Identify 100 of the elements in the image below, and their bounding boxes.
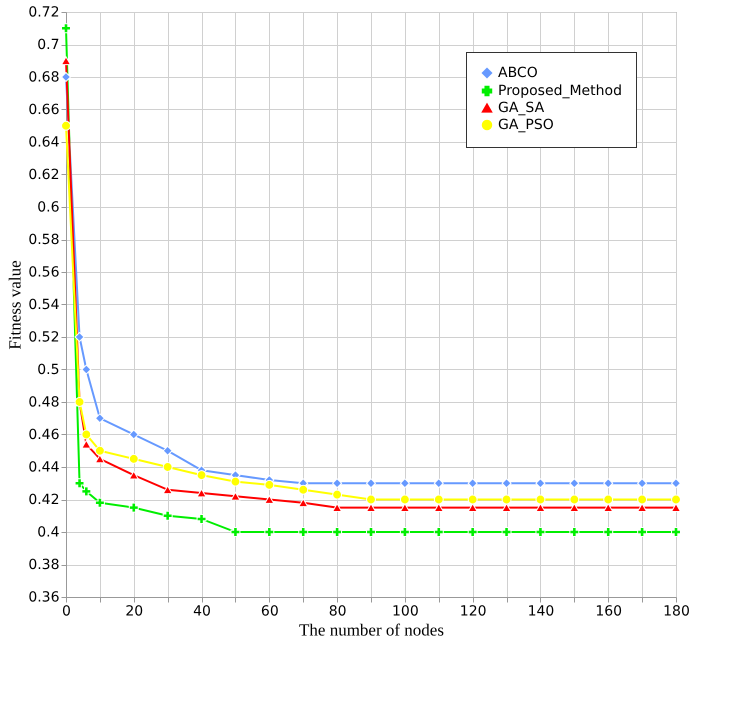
point	[128, 454, 139, 464]
point	[81, 364, 92, 374]
point	[61, 56, 71, 66]
point	[366, 478, 376, 488]
y-axis-title: Fitness value	[5, 260, 24, 350]
x-tick-label: 40	[193, 604, 211, 620]
x-tick-label: 140	[528, 604, 554, 620]
point	[468, 503, 478, 512]
point	[196, 514, 207, 524]
point	[230, 476, 240, 487]
point	[61, 72, 71, 82]
y-tick-label: 0.58	[28, 232, 60, 248]
point	[61, 23, 71, 34]
point	[74, 332, 85, 342]
point	[162, 485, 173, 494]
point	[366, 527, 376, 537]
point	[196, 488, 207, 498]
point	[298, 484, 308, 495]
x-tick-label: 180	[663, 604, 690, 620]
point	[366, 503, 376, 512]
point	[637, 478, 648, 488]
y-tick-label: 0.56	[28, 264, 60, 280]
point	[196, 470, 207, 480]
point	[400, 494, 410, 504]
point	[569, 527, 580, 537]
point	[400, 478, 410, 488]
y-tick-label: 0.68	[28, 70, 60, 86]
legend-label: GA_PSO	[498, 117, 554, 133]
point	[535, 527, 546, 537]
point	[332, 478, 342, 488]
y-tick-label: 0.36	[28, 590, 60, 606]
point	[61, 120, 71, 131]
y-tick-label: 0.5	[37, 362, 60, 378]
point	[128, 502, 139, 513]
point	[230, 492, 240, 501]
legend-label: GA_SA	[498, 100, 545, 116]
point	[298, 527, 308, 537]
point	[434, 494, 444, 504]
point	[94, 446, 105, 456]
point	[535, 503, 546, 512]
point	[637, 503, 648, 512]
point	[94, 498, 105, 508]
point	[502, 503, 512, 512]
point	[468, 527, 478, 537]
point	[434, 478, 444, 488]
x-tick-label: 20	[125, 604, 144, 620]
point	[332, 490, 342, 500]
point	[569, 494, 580, 504]
point	[535, 478, 546, 488]
point	[366, 494, 376, 504]
point	[671, 494, 681, 504]
legend-label: Proposed_Method	[498, 83, 622, 99]
point	[468, 478, 478, 488]
point	[94, 413, 105, 424]
y-tick-label: 0.44	[28, 460, 60, 476]
point	[468, 494, 478, 504]
point	[162, 462, 173, 472]
y-tick-label: 0.46	[28, 427, 60, 443]
point	[332, 527, 342, 537]
x-tick-label: 0	[62, 604, 71, 620]
point	[298, 498, 308, 508]
point	[74, 478, 85, 488]
point	[400, 503, 410, 512]
point	[81, 430, 92, 440]
point	[332, 503, 342, 512]
y-tick-label: 0.38	[28, 557, 60, 573]
point	[502, 494, 512, 504]
point	[569, 478, 580, 488]
x-tick-label: 160	[595, 604, 622, 620]
y-tick-label: 0.62	[28, 167, 60, 183]
point	[603, 478, 614, 488]
y-tick-label: 0.66	[28, 102, 60, 118]
point	[162, 446, 173, 456]
point	[603, 494, 614, 504]
point	[502, 478, 512, 488]
y-tick-label: 0.54	[28, 297, 60, 313]
point	[94, 454, 105, 464]
point	[671, 527, 681, 537]
point	[502, 527, 512, 537]
point	[264, 527, 274, 537]
y-tick-label: 0.7	[37, 37, 60, 53]
y-tick-label: 0.6	[37, 200, 60, 216]
point	[162, 510, 173, 521]
point	[637, 494, 648, 504]
y-tick-label: 0.42	[28, 492, 60, 508]
y-tick-label: 0.64	[28, 134, 60, 150]
legend-label: ABCO	[498, 65, 538, 81]
point	[603, 527, 614, 537]
point	[400, 527, 410, 537]
y-tick-label: 0.52	[28, 330, 60, 346]
x-tick-label: 120	[460, 604, 487, 620]
point	[230, 527, 240, 537]
y-tick-label: 0.48	[28, 394, 60, 410]
y-tick-label: 0.72	[28, 4, 60, 20]
point	[671, 478, 681, 488]
point	[128, 430, 139, 440]
point	[434, 527, 444, 537]
point	[569, 503, 580, 512]
point	[603, 503, 614, 512]
x-axis-title: The number of nodes	[299, 620, 444, 640]
